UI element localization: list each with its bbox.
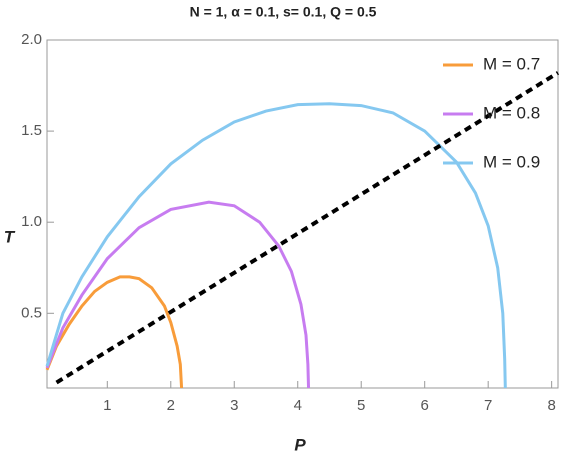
legend-label: M = 0.7 — [483, 54, 540, 73]
legend-label: M = 0.9 — [483, 152, 540, 171]
series-line — [45, 275, 184, 389]
legend-label: M = 0.8 — [483, 103, 540, 122]
x-axis-label: P — [294, 435, 306, 454]
chart-title: N = 1, α = 0.1, s= 0.1, Q = 0.5 — [190, 4, 377, 20]
y-tick-label: 0.5 — [21, 304, 42, 321]
x-tick-label: 1 — [103, 397, 111, 414]
x-tick-label: 7 — [484, 397, 492, 414]
y-tick-label: 1.5 — [21, 122, 42, 139]
y-axis-label: T — [4, 227, 16, 246]
y-tick-label: 1.0 — [21, 213, 42, 230]
x-tick-label: 4 — [294, 397, 302, 414]
y-tick-label: 2.0 — [21, 31, 42, 48]
x-tick-label: 6 — [421, 397, 429, 414]
reference-line — [55, 71, 560, 385]
x-tick-label: 2 — [167, 397, 175, 414]
series-line — [45, 200, 311, 389]
x-tick-label: 8 — [547, 397, 555, 414]
x-tick-label: 5 — [357, 397, 365, 414]
plot-frame — [46, 39, 559, 389]
series-line — [45, 102, 507, 389]
x-tick-label: 3 — [230, 397, 238, 414]
